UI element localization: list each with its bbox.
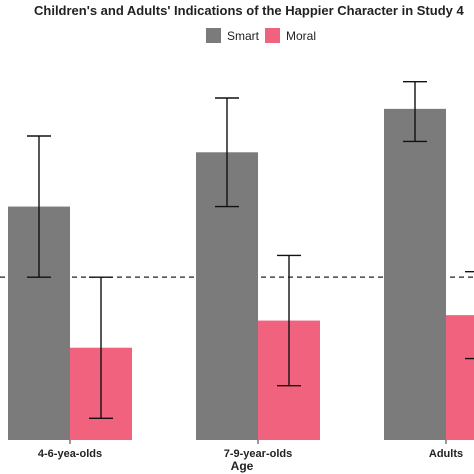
error-bar-moral-1 (89, 276, 113, 419)
error-bar-moral-3 (465, 271, 474, 360)
error-bar-smart-2 (215, 97, 239, 208)
x-tick-label-3: Adults (429, 448, 463, 460)
bar-smart-3 (384, 108, 446, 440)
x-axis: 4-6-yea-olds 7-9-year-olds Adults (38, 440, 463, 460)
legend-label-smart: Smart (227, 29, 260, 43)
x-tick-label-2: 7-9-year-olds (224, 448, 292, 460)
legend-label-moral: Moral (286, 29, 316, 43)
legend-swatch-smart (206, 28, 221, 43)
legend-swatch-moral (265, 28, 280, 43)
error-bar-smart-1 (27, 135, 51, 278)
chart-title: Children's and Adults' Indications of th… (34, 3, 464, 18)
error-bar-smart-3 (403, 81, 427, 143)
x-axis-label: Age (231, 459, 254, 473)
bar-moral-3 (446, 315, 474, 440)
legend: Smart Moral (206, 28, 316, 43)
error-bar-moral-2 (277, 254, 301, 387)
plot-area (0, 81, 474, 441)
x-tick-label-1: 4-6-yea-olds (38, 448, 102, 460)
